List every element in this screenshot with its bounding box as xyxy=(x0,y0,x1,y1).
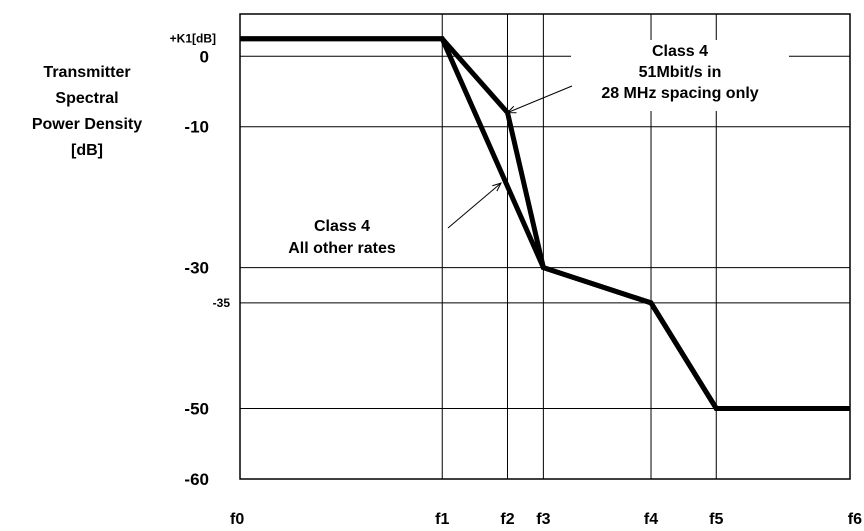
y-tick-label: -60 xyxy=(184,470,209,489)
x-tick-label: f3 xyxy=(536,511,550,528)
annotation-bg xyxy=(267,215,417,267)
x-tick-label: f4 xyxy=(644,511,658,528)
y-axis-label: Transmitter Spectral Power Density [dB] xyxy=(32,64,142,159)
y-tick-label: -30 xyxy=(184,259,209,278)
x-tick-label: f6 xyxy=(848,511,862,528)
y-tick-label: 0 xyxy=(200,47,209,66)
y-axis-label-line: [dB] xyxy=(71,142,103,159)
curves xyxy=(240,36,850,411)
y-axis-label-line: Spectral xyxy=(55,90,118,107)
x-tick-label: f5 xyxy=(709,511,723,528)
arrowhead xyxy=(492,182,502,192)
series-line-1 xyxy=(240,36,850,411)
annotation-line: All other rates xyxy=(288,240,396,257)
annotation-0: Class 4 51Mbit/s in 28 MHz spacing only xyxy=(506,40,789,114)
arrowhead xyxy=(506,105,517,114)
annotation-line: 28 MHz spacing only xyxy=(601,85,758,102)
x-tick-label: f1 xyxy=(435,511,449,528)
y-tick-label: +K1[dB] xyxy=(170,32,216,46)
annotation-line: Class 4 xyxy=(652,43,708,60)
y-axis-label-line: Power Density xyxy=(32,116,142,133)
annotation-arrow xyxy=(447,182,502,229)
annotation-arrow xyxy=(507,85,573,114)
x-tick-label: f2 xyxy=(500,511,514,528)
annotation-bg xyxy=(571,40,789,111)
annotation-1: Class 4 All other rates xyxy=(267,182,502,267)
annotation-line: Class 4 xyxy=(314,218,370,235)
x-tick-labels: f0 f1 f2 f3 f4 f5 f6 xyxy=(230,511,862,528)
x-tick-label: f0 xyxy=(230,511,244,528)
annotation-line: 51Mbit/s in xyxy=(639,64,722,81)
plot-frame xyxy=(239,13,851,480)
y-tick-label: -10 xyxy=(184,118,209,137)
y-axis-label-line: Transmitter xyxy=(43,64,130,81)
y-tick-labels: +K1[dB]0 -10 -30 -35 -50 -60 xyxy=(170,32,231,489)
y-tick-label: -35 xyxy=(213,296,231,310)
y-tick-label: -50 xyxy=(184,400,209,419)
